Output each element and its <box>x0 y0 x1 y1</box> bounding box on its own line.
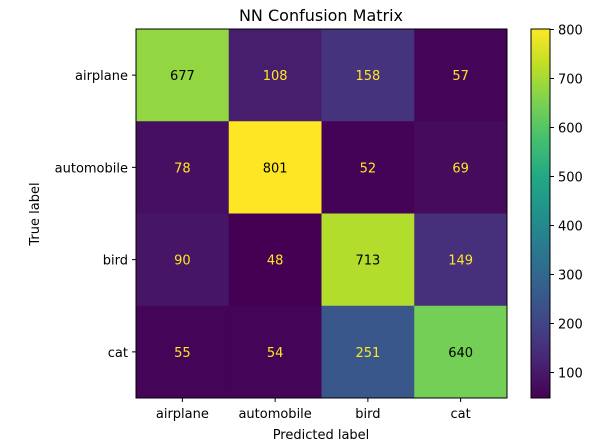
heatmap-cell <box>414 305 508 399</box>
heatmap-cell <box>228 29 322 122</box>
plot-frame <box>135 28 508 399</box>
heatmap-cell <box>321 305 415 399</box>
cell-value-label: 713 <box>355 254 380 269</box>
colorbar-tick-label: 700 <box>558 72 583 87</box>
cell-value-label: 158 <box>355 69 380 84</box>
colorbar-tick-label: 300 <box>558 269 583 284</box>
x-tick-label: airplane <box>156 407 209 422</box>
cell-value-label: 677 <box>170 69 195 84</box>
colorbar-tick-label: 600 <box>558 121 583 136</box>
x-tick-label: bird <box>355 407 380 422</box>
heatmap-cell <box>228 121 322 214</box>
cell-value-label: 251 <box>355 346 380 361</box>
colorbar-tick-label: 500 <box>558 171 583 186</box>
x-axis-ticks: airplane automobile bird cat <box>156 398 471 422</box>
x-tick-label: automobile <box>238 407 311 422</box>
heatmap-cell <box>414 29 508 122</box>
cell-value-label: 90 <box>174 254 191 269</box>
cell-value-label: 78 <box>174 161 191 176</box>
y-axis-label: True label <box>28 182 43 246</box>
chart-title: NN Confusion Matrix <box>239 6 403 25</box>
heatmap-cell <box>321 29 415 122</box>
cell-value-label: 801 <box>263 161 288 176</box>
heatmap-cell <box>414 121 508 214</box>
heatmap-cell <box>136 213 230 307</box>
colorbar-tick-label: 100 <box>558 367 583 382</box>
cell-value-label: 149 <box>448 254 473 269</box>
heatmap-cell <box>414 213 508 307</box>
cell-value-label: 55 <box>174 346 191 361</box>
heatmap-cell <box>321 213 415 307</box>
y-tick-label: cat <box>108 346 128 361</box>
colorbar-tick-label: 400 <box>558 220 583 235</box>
cell-value-label: 54 <box>267 346 284 361</box>
y-tick-label: airplane <box>75 69 128 84</box>
heatmap-cell <box>228 305 322 399</box>
cell-value-label: 48 <box>267 254 284 269</box>
heatmap-cell <box>136 121 230 214</box>
heatmap-cell <box>228 213 322 307</box>
cell-value-label: 52 <box>360 161 377 176</box>
colorbar <box>530 28 551 399</box>
colorbar-tick-label: 800 <box>558 23 583 38</box>
cell-value-label: 640 <box>448 346 473 361</box>
cell-value-label: 57 <box>452 69 469 84</box>
heatmap-cell <box>136 305 230 399</box>
cell-value-label: 108 <box>263 69 288 84</box>
x-tick-label: cat <box>451 407 471 422</box>
y-axis-ticks: airplane automobile bird cat <box>55 69 136 361</box>
y-tick-label: automobile <box>55 161 128 176</box>
x-axis-label: Predicted label <box>273 428 370 443</box>
heatmap-cell <box>136 29 230 122</box>
heatmap-cell <box>321 121 415 214</box>
cell-value-label: 69 <box>452 161 469 176</box>
colorbar-tick-label: 200 <box>558 318 583 333</box>
heatmap-cells: 677 108 158 57 78 801 52 69 90 48 713 149 55 54 251 640 <box>135 28 508 399</box>
colorbar-ticks: 100 200 300 400 500 600 700 800 <box>550 23 583 382</box>
y-tick-label: bird <box>103 254 128 269</box>
